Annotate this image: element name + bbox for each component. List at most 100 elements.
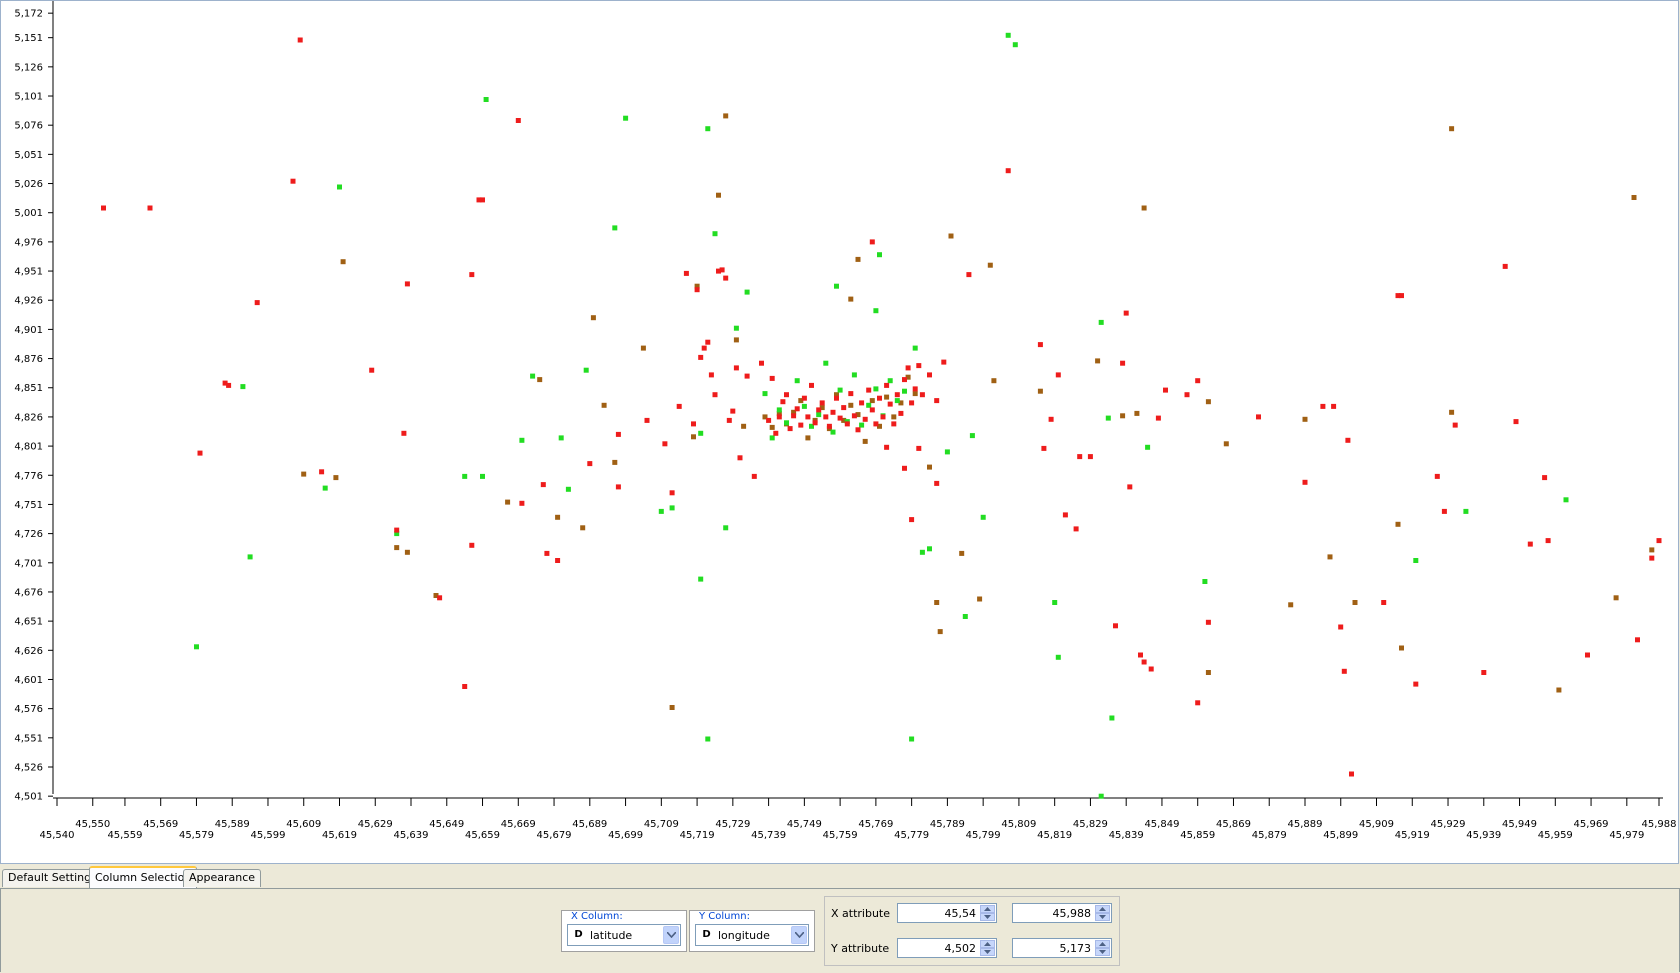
scatter-point-green bbox=[558, 435, 564, 441]
scatter-point-red bbox=[540, 482, 546, 488]
scatter-point-green bbox=[658, 508, 664, 514]
y-min-spinner[interactable]: 4,502 bbox=[897, 938, 997, 958]
scatter-point-red bbox=[708, 372, 714, 378]
spinner-down-icon[interactable] bbox=[980, 913, 995, 921]
scatter-point-olive bbox=[805, 435, 811, 441]
y-tick-label: 4,526 bbox=[14, 762, 43, 773]
scatter-point-green bbox=[776, 407, 782, 413]
scatter-point-red bbox=[101, 205, 106, 211]
x-tick-label: 45,889 bbox=[1287, 819, 1322, 830]
spinner-up-icon[interactable] bbox=[980, 940, 995, 948]
scatter-point-olive bbox=[1449, 126, 1455, 132]
scatter-point-olive bbox=[891, 414, 897, 420]
y-max-spinner[interactable]: 5,173 bbox=[1012, 938, 1112, 958]
scatter-point-green bbox=[769, 435, 775, 441]
tab-appearance[interactable]: Appearance bbox=[183, 869, 262, 887]
spinner-up-icon[interactable] bbox=[980, 905, 995, 913]
scatter-point-red bbox=[254, 300, 260, 306]
x-attribute-label: X attribute bbox=[831, 907, 891, 920]
scatter-point-olive bbox=[841, 417, 847, 423]
scatter-point-red bbox=[319, 469, 325, 475]
scatter-point-green bbox=[927, 546, 932, 552]
y-column-select[interactable]: D longitude bbox=[695, 924, 809, 946]
scatter-point-red bbox=[880, 414, 886, 420]
scatter-point-green bbox=[980, 514, 986, 520]
tab-strip: Default Settings Column Selection Appear… bbox=[0, 866, 1680, 889]
spinner-down-icon[interactable] bbox=[1095, 913, 1110, 921]
x-column-value: latitude bbox=[590, 929, 633, 942]
scatter-point-red bbox=[369, 367, 375, 373]
scatter-point-olive bbox=[1037, 388, 1043, 394]
scatter-point-olive bbox=[848, 402, 854, 408]
tab-column-selection[interactable]: Column Selection bbox=[89, 866, 198, 888]
x-tick-label: 45,899 bbox=[1323, 830, 1358, 841]
tab-default-settings[interactable]: Default Settings bbox=[2, 869, 103, 887]
y-tick-label: 5,101 bbox=[14, 92, 43, 103]
spinner-up-icon[interactable] bbox=[1095, 905, 1110, 913]
chevron-down-icon[interactable] bbox=[663, 926, 679, 944]
data-points bbox=[101, 32, 1662, 799]
scatter-point-red bbox=[1349, 771, 1354, 777]
spinner-down-icon[interactable] bbox=[980, 948, 995, 956]
scatter-plot-panel[interactable]: 5,172 5,151 5,126 5,101 5,076 5,051 5,026 5,001… bbox=[0, 0, 1679, 864]
scatter-point-olive bbox=[977, 596, 983, 602]
scatter-point-red bbox=[683, 270, 689, 276]
scatter-point-olive bbox=[912, 391, 918, 397]
scatter-point-olive bbox=[927, 464, 932, 470]
x-tick-label: 45,699 bbox=[608, 830, 643, 841]
scatter-point-red bbox=[1155, 415, 1161, 421]
scatter-point-red bbox=[812, 420, 818, 426]
scatter-point-green bbox=[887, 378, 893, 384]
x-tick-label: 45,759 bbox=[823, 830, 858, 841]
scatter-point-red bbox=[1077, 454, 1083, 460]
attribute-range-group: X attribute 45,54 45,988 Y attribute 4,5… bbox=[824, 896, 1120, 966]
scatter-point-red bbox=[1055, 372, 1061, 378]
x-max-value: 45,988 bbox=[1052, 907, 1092, 920]
x-max-spinner[interactable]: 45,988 bbox=[1012, 903, 1112, 923]
x-tick-label: 45,839 bbox=[1109, 830, 1144, 841]
x-column-group: X Column: D latitude bbox=[561, 910, 687, 952]
scatter-point-red bbox=[1338, 624, 1344, 630]
x-column-select[interactable]: D latitude bbox=[567, 924, 681, 946]
x-tick-label: 45,859 bbox=[1180, 830, 1215, 841]
x-tick-label: 45,959 bbox=[1538, 830, 1573, 841]
scatter-point-red bbox=[816, 407, 822, 413]
y-tick-label: 4,751 bbox=[14, 500, 43, 511]
scatter-point-olive bbox=[1288, 602, 1294, 608]
x-tick-label: 45,649 bbox=[429, 819, 464, 830]
scatter-point-red bbox=[787, 426, 793, 432]
y-tick-label: 4,976 bbox=[14, 237, 43, 248]
scatter-point-green bbox=[851, 372, 857, 378]
scatter-plot[interactable]: 5,172 5,151 5,126 5,101 5,076 5,051 5,026 5,001… bbox=[1, 1, 1679, 863]
scatter-point-green bbox=[1109, 715, 1115, 721]
y-tick-label: 4,901 bbox=[14, 325, 43, 336]
y-tick-label: 5,076 bbox=[14, 121, 43, 132]
scatter-point-red bbox=[1256, 414, 1261, 420]
y-tick-label: 4,726 bbox=[14, 529, 43, 540]
x-min-spinner[interactable]: 45,54 bbox=[897, 903, 997, 923]
x-tick-label: 45,769 bbox=[858, 819, 893, 830]
scatter-point-green bbox=[837, 387, 843, 393]
x-tick-label: 45,719 bbox=[680, 830, 715, 841]
scatter-point-red bbox=[773, 430, 779, 436]
y-tick-label: 4,951 bbox=[14, 267, 43, 278]
scatter-point-red bbox=[669, 490, 675, 496]
scatter-point-red bbox=[934, 480, 940, 486]
scatter-point-red bbox=[1163, 387, 1168, 393]
x-tick-label: 45,689 bbox=[572, 819, 607, 830]
y-column-label: Y Column: bbox=[698, 911, 751, 922]
scatter-point-olive bbox=[691, 434, 696, 440]
spinner-up-icon[interactable] bbox=[1095, 940, 1110, 948]
x-tick-label: 45,629 bbox=[358, 819, 393, 830]
scatter-point-red bbox=[902, 377, 907, 383]
scatter-point-red bbox=[1545, 538, 1551, 544]
scatter-point-red bbox=[222, 380, 228, 386]
scatter-point-red bbox=[1073, 526, 1079, 532]
x-tick-label: 45,709 bbox=[644, 819, 679, 830]
chevron-down-icon[interactable] bbox=[791, 926, 807, 944]
x-tick-label: 45,749 bbox=[787, 819, 822, 830]
x-tick-label: 45,829 bbox=[1073, 819, 1108, 830]
x-tick-label: 45,799 bbox=[966, 830, 1001, 841]
y-tick-label: 5,051 bbox=[14, 150, 43, 161]
spinner-down-icon[interactable] bbox=[1095, 948, 1110, 956]
